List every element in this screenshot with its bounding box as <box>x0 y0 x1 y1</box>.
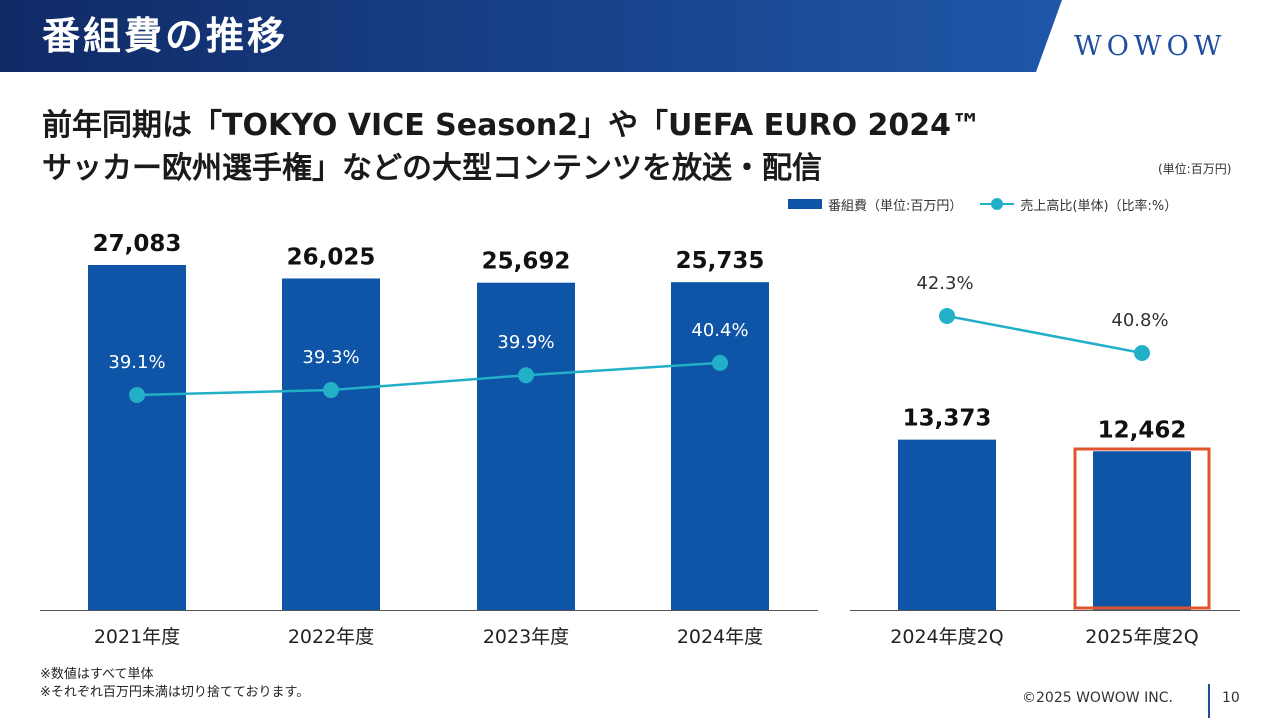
quarter-ratio-point-1 <box>939 307 955 324</box>
footnote-2: ※それぞれ百万円未満は切り捨てております。 <box>40 685 310 700</box>
quarter-ratio-line <box>946 314 1143 355</box>
header-band <box>0 0 1062 72</box>
annual-ratio-label-1: 39.1% <box>108 352 165 373</box>
quarter-ratio-label-1: 42.3% <box>916 273 973 294</box>
annual-ratio-line <box>136 361 721 397</box>
chart-legend: 番組費（単位:百万円） 売上高比(単体)（比率:%） <box>788 194 1177 214</box>
annual-ratio-point-3 <box>518 367 534 384</box>
annual-bar-value-label-2: 26,025 <box>287 244 376 270</box>
quarter-ratio-label-2: 40.8% <box>1111 310 1168 331</box>
annual-bar-value-label-3: 25,692 <box>482 249 571 275</box>
quarter-bar-2 <box>1093 451 1191 610</box>
footnotes: ※数値はすべて単体 ※それぞれ百万円未満は切り捨てております。 <box>40 666 309 702</box>
annual-ratio-label-2: 39.3% <box>302 347 359 368</box>
headline: 前年同期は「TOKYO VICE Season2」や「UEFA EURO 202… <box>42 104 981 190</box>
annual-ratio-point-1 <box>129 387 145 403</box>
legend-bar-label: 番組費（単位:百万円） <box>828 198 963 214</box>
annual-category-label-1: 2021年度 <box>94 626 180 648</box>
unit-note: (単位:百万円) <box>1158 162 1232 176</box>
annual-bar-4 <box>671 282 769 610</box>
annual-ratio-point-2 <box>323 382 339 399</box>
page-number: 10 <box>1222 690 1240 706</box>
annual-category-label-4: 2024年度 <box>677 626 763 648</box>
annual-bar-value-label-1: 27,083 <box>93 231 182 257</box>
quarter-bar-value-label-1: 13,373 <box>903 406 992 432</box>
annual-bar-3 <box>477 282 575 610</box>
annual-bar-1 <box>88 265 186 610</box>
headline-line-1: 前年同期は「TOKYO VICE Season2」や「UEFA EURO 202… <box>42 108 982 143</box>
footer-divider <box>1208 684 1210 718</box>
copyright: ©2025 WOWOW INC. <box>1022 690 1173 706</box>
legend-bar-swatch <box>788 199 822 209</box>
legend-line-swatch <box>980 198 1015 210</box>
annual-category-label-3: 2023年度 <box>483 626 569 648</box>
headline-line-2: サッカー欧州選手権」などの大型コンテンツを放送・配信 <box>42 151 822 186</box>
annual-category-label-2: 2022年度 <box>288 626 374 648</box>
annual-bar-value-label-4: 25,735 <box>676 248 765 274</box>
quarter-bar-1 <box>898 439 996 610</box>
annual-ratio-point-4 <box>712 354 728 371</box>
quarter-ratio-point-2 <box>1134 345 1150 362</box>
annual-ratio-label-3: 39.9% <box>497 332 554 353</box>
legend-line-label: 売上高比(単体)（比率:%） <box>1020 198 1178 214</box>
quarter-category-label-2: 2025年度2Q <box>1085 626 1198 648</box>
annual-bar-2 <box>282 278 380 610</box>
annual-ratio-label-4: 40.4% <box>691 320 748 341</box>
footnote-1: ※数値はすべて単体 <box>40 667 154 682</box>
quarter-highlight-box <box>1073 447 1211 610</box>
quarter-bar-value-label-2: 12,462 <box>1098 417 1187 443</box>
wowow-logo: WOWOW <box>1074 31 1227 62</box>
page-title: 番組費の推移 <box>42 14 289 58</box>
quarter-category-label-1: 2024年度2Q <box>890 626 1003 648</box>
